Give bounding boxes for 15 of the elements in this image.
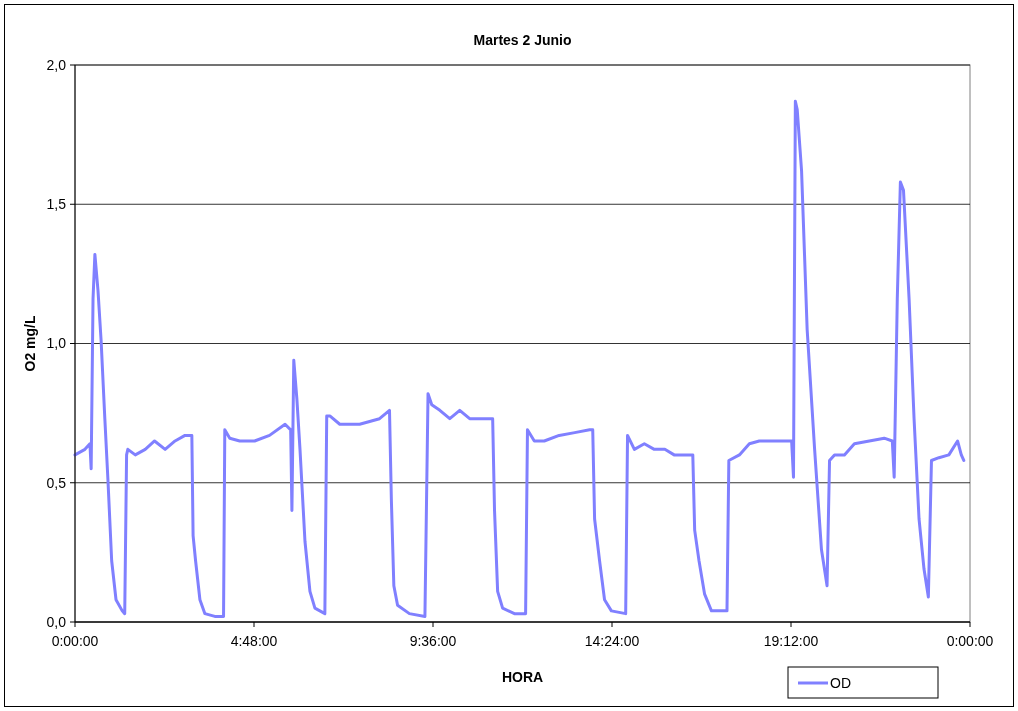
x-tick-label: 4:48:00 (230, 633, 278, 649)
y-tick-label: 0,5 (46, 474, 67, 491)
x-tick-label: 0:00:00 (946, 633, 994, 649)
x-tick-label: 14:24:00 (584, 633, 640, 649)
y-axis-title: O2 mg/L (22, 315, 38, 372)
y-tick-label: 0,0 (46, 613, 67, 630)
x-axis-title: HORA (501, 669, 544, 685)
y-tick-label: 1,0 (46, 335, 67, 352)
y-tick-label: 2,0 (46, 56, 67, 73)
legend-label: OD (830, 674, 851, 691)
x-tick-label: 19:12:00 (763, 633, 819, 649)
x-tick-label: 9:36:00 (409, 633, 457, 649)
y-tick-label: 1,5 (46, 196, 67, 213)
x-tick-label: 0:00:00 (51, 633, 99, 649)
chart-title: Martes 2 Junio (473, 32, 572, 48)
